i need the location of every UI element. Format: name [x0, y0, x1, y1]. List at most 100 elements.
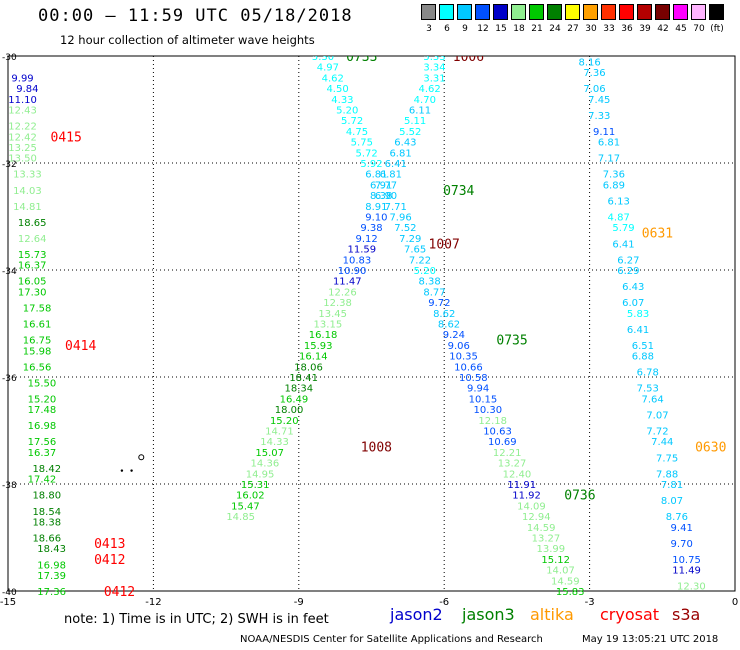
- swh-value: 8.62: [433, 309, 455, 320]
- swh-value: 16.98: [28, 421, 57, 432]
- swh-value: 10.75: [672, 555, 701, 566]
- scale-label: 18: [513, 24, 525, 34]
- swh-value: 3.34: [423, 63, 445, 74]
- scale-swatch: [709, 4, 724, 20]
- swh-value: 5.83: [627, 309, 649, 320]
- scale-swatch: [511, 4, 526, 20]
- swh-value: 18.65: [18, 218, 47, 229]
- scale-label: 27: [567, 24, 579, 34]
- swh-value: 4.62: [419, 84, 441, 95]
- scale-label: 15: [495, 24, 507, 34]
- swh-value: 16.37: [18, 261, 47, 272]
- swh-value: 6.81: [389, 148, 411, 159]
- swh-value: 6.78: [637, 368, 659, 379]
- swh-value: 14.33: [260, 437, 289, 448]
- pass-time-label: 0630: [695, 441, 726, 456]
- swh-value: 8.62: [438, 320, 460, 331]
- satellite-label-s3a: s3a: [672, 605, 701, 624]
- swh-value: 11.10: [8, 95, 37, 106]
- swh-value: 9.84: [16, 84, 38, 95]
- swh-value: 13.45: [318, 309, 347, 320]
- swh-value: 16.74: [42, 646, 71, 650]
- scale-swatch: [457, 4, 472, 20]
- swh-value: 6.43: [622, 282, 644, 293]
- swh-value: 7.96: [389, 213, 411, 224]
- swh-value: 16.56: [23, 362, 52, 373]
- swh-value: 18.54: [32, 507, 61, 518]
- swh-value: 6.11: [409, 106, 431, 117]
- swh-value: 17.58: [23, 303, 52, 314]
- swh-value: 4.33: [331, 95, 353, 106]
- swh-value: 12.42: [8, 132, 37, 143]
- swh-value: 8.07: [661, 496, 683, 507]
- swh-value: 12.22: [8, 122, 37, 133]
- swh-value: 9.38: [360, 223, 382, 234]
- swh-value: 9.12: [356, 234, 378, 245]
- swh-value: 14.36: [251, 459, 280, 470]
- swh-value: 15.93: [304, 341, 333, 352]
- swh-value: 6.51: [632, 341, 654, 352]
- pass-time-label: 0412: [104, 585, 135, 600]
- swh-value: 11.49: [672, 566, 701, 577]
- scale-label: 36: [621, 24, 633, 34]
- scale-label: 9: [462, 24, 468, 34]
- swh-value: 7.81: [661, 480, 683, 491]
- swh-value: 10.58: [459, 373, 488, 384]
- swh-value: 17.42: [28, 475, 57, 486]
- swh-value: 16.49: [280, 394, 309, 405]
- swh-value: 7.36: [583, 68, 605, 79]
- swh-value: 18.80: [32, 491, 61, 502]
- swh-value: 6.41: [612, 239, 634, 250]
- pass-time-label: 0734: [443, 184, 474, 199]
- swh-value: 12.21: [493, 448, 522, 459]
- swh-value: 4.97: [317, 63, 339, 74]
- swh-value: 14.59: [527, 523, 556, 534]
- scale-swatch: [475, 4, 490, 20]
- swh-value: 12.18: [478, 416, 507, 427]
- credit-line: NOAA/NESDIS Center for Satellite Applica…: [240, 634, 543, 645]
- y-tick-label: -34: [2, 267, 17, 277]
- scale-label: 33: [603, 24, 615, 34]
- swh-value: 18.66: [32, 534, 61, 545]
- swh-value: 18.41: [289, 373, 318, 384]
- swh-value: 9.11: [593, 127, 615, 138]
- scale-swatch: [547, 4, 562, 20]
- swh-value: 11.47: [333, 277, 362, 288]
- swh-value: 10.66: [454, 362, 483, 373]
- y-tick-label: -40: [2, 588, 17, 598]
- swh-value: 16.85: [42, 630, 71, 641]
- scale-label: 42: [657, 24, 669, 34]
- swh-value: 14.59: [551, 576, 580, 587]
- scale-label: 39: [639, 24, 651, 34]
- scale-swatch: [601, 4, 616, 20]
- swh-value: 18.43: [37, 544, 66, 555]
- swh-value: 15.73: [18, 250, 47, 261]
- swh-value: 7.22: [409, 255, 431, 266]
- satellite-label-jason2: jason2: [390, 605, 443, 624]
- swh-value: 16.05: [18, 277, 47, 288]
- swh-value: 8.16: [578, 57, 600, 68]
- swh-value: 5.75: [351, 138, 373, 149]
- swh-value: 6.41: [385, 159, 407, 170]
- swh-value: 6.90: [375, 191, 397, 202]
- swh-value: 7.77: [375, 180, 397, 191]
- scale-label: 24: [549, 24, 561, 34]
- scale-label: (ft): [710, 24, 724, 34]
- swh-value: 16.02: [236, 491, 265, 502]
- swh-value: 6.91: [370, 180, 392, 191]
- swh-value: 13.50: [8, 154, 37, 165]
- swh-value: 17.56: [28, 437, 57, 448]
- swh-value: 5.20: [336, 106, 358, 117]
- swh-value: 15.98: [23, 346, 52, 357]
- swh-value: 18.38: [32, 517, 61, 528]
- swh-value: 6.41: [627, 325, 649, 336]
- swh-value: 13.27: [498, 459, 527, 470]
- swh-value: 16.75: [23, 336, 52, 347]
- swh-value: 4.50: [326, 84, 348, 95]
- swh-value: 11.91: [507, 480, 536, 491]
- swh-value: 10.90: [338, 266, 367, 277]
- swh-value: 6.07: [622, 298, 644, 309]
- x-tick-label: -9: [294, 597, 304, 608]
